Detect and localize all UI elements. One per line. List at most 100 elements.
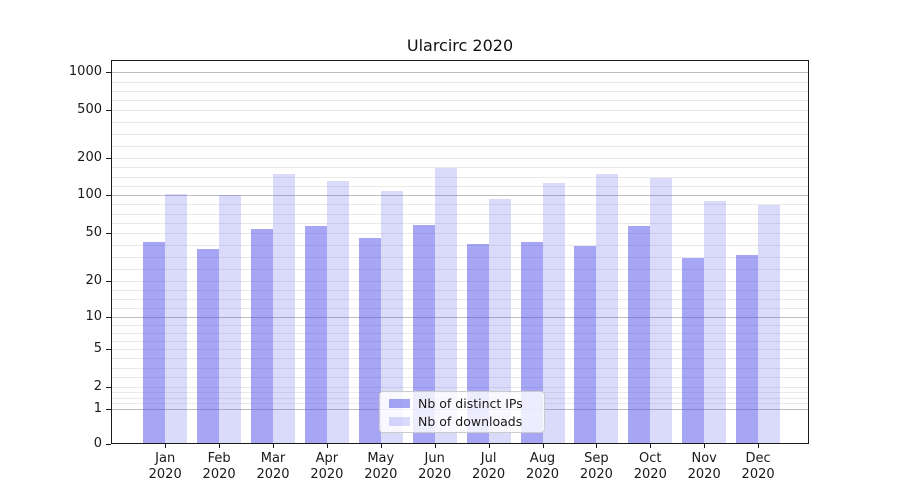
bar-distinct-ips-apr (304, 225, 327, 444)
x-tick-label-oct: Oct 2020 (622, 451, 678, 483)
minor-gridline (111, 358, 809, 360)
x-tick-mark (219, 443, 221, 448)
y-tick-label-1: 1 (93, 401, 102, 416)
gridline-200 (111, 158, 809, 160)
x-tick-month: Mar (260, 451, 286, 466)
minor-gridline (111, 91, 809, 92)
y-tick-label-10: 10 (85, 309, 102, 325)
minor-gridline (111, 367, 809, 369)
y-tick-label-0: 0 (93, 435, 102, 451)
bar-downloads-feb (219, 195, 242, 444)
bar-distinct-ips-sep (574, 245, 597, 444)
y-tick-mark (106, 72, 111, 74)
x-tick-mark (326, 443, 328, 448)
x-tick-month: Jun (424, 451, 445, 466)
y-tick-label-2: 2 (93, 378, 102, 394)
x-tick-label-nov: Nov 2020 (676, 451, 732, 483)
x-tick-mark (488, 443, 490, 448)
x-tick-month: Aug (529, 451, 556, 466)
legend-entry-distinct-ips: Nb of distinct IPs (389, 396, 544, 411)
x-tick-mark (165, 443, 167, 448)
x-tick-label-aug: Aug 2020 (515, 451, 571, 483)
bar-downloads-sep (596, 173, 619, 444)
minor-gridline (111, 134, 809, 135)
x-tick-year: 2020 (202, 467, 236, 482)
bar-distinct-ips-jan (143, 241, 166, 444)
y-tick-label-500: 500 (77, 101, 102, 117)
minor-gridline (111, 223, 809, 225)
x-tick-mark (650, 443, 652, 448)
x-tick-label-mar: Mar 2020 (245, 451, 301, 483)
bar-downloads-mar (273, 173, 295, 444)
x-tick-year: 2020 (148, 467, 182, 482)
x-tick-label-sep: Sep 2020 (568, 451, 624, 483)
y-tick-label-50: 50 (85, 224, 102, 240)
x-tick-year: 2020 (741, 467, 775, 482)
legend-label-downloads: Nb of downloads (418, 413, 523, 429)
y-tick-mark (106, 195, 111, 196)
x-tick-label-jul: Jul 2020 (461, 451, 517, 483)
legend-entry-downloads: Nb of downloads (389, 414, 544, 429)
x-tick-mark (380, 443, 382, 448)
gridline-1000 (111, 72, 809, 74)
y-tick-label-20: 20 (85, 273, 102, 288)
x-tick-year: 2020 (633, 467, 667, 482)
x-tick-month: Oct (639, 451, 662, 466)
gridline-10 (111, 317, 809, 319)
x-tick-mark (758, 443, 760, 448)
x-tick-month: Sep (584, 451, 609, 466)
y-tick-label-1000: 1000 (68, 64, 102, 80)
minor-gridline (111, 290, 809, 292)
minor-gridline (111, 244, 809, 246)
legend-swatch-distinct-ips (389, 398, 410, 408)
bar-downloads-aug (542, 183, 565, 444)
minor-gridline (111, 256, 809, 258)
bar-downloads-jul (488, 198, 511, 444)
minor-gridline (111, 299, 809, 301)
bar-downloads-jan (165, 193, 188, 444)
x-tick-mark (434, 443, 436, 448)
y-tick-label-5: 5 (93, 341, 102, 356)
x-tick-mark (596, 443, 598, 448)
gridline-50 (111, 232, 809, 234)
gridline-100 (111, 195, 809, 196)
y-tick-mark (106, 281, 111, 282)
x-tick-mark (273, 443, 274, 448)
x-tick-month: May (367, 451, 395, 466)
x-tick-mark (542, 443, 544, 448)
x-tick-mark (704, 443, 706, 448)
x-tick-label-jan: Jan 2020 (137, 451, 193, 483)
y-tick-mark (106, 409, 111, 410)
x-tick-label-may: May 2020 (353, 451, 409, 483)
y-tick-mark (106, 232, 111, 234)
minor-gridline (111, 185, 809, 187)
x-tick-year: 2020 (687, 467, 721, 482)
x-tick-year: 2020 (418, 467, 452, 482)
x-tick-month: Jul (480, 451, 497, 466)
minor-gridline (111, 100, 809, 102)
bar-downloads-dec (758, 205, 781, 444)
bar-downloads-nov (704, 200, 727, 444)
y-tick-mark (106, 386, 111, 388)
y-tick-label-100: 100 (77, 187, 102, 202)
gridline-500 (111, 109, 809, 111)
minor-gridline (111, 146, 809, 148)
x-tick-label-apr: Apr 2020 (299, 451, 355, 483)
chart-title: Ularcirc 2020 (406, 36, 514, 55)
y-tick-label-200: 200 (77, 150, 102, 166)
x-tick-label-jun: Jun 2020 (407, 451, 463, 483)
x-tick-month: Dec (745, 451, 771, 466)
minor-gridline (111, 81, 809, 83)
x-tick-year: 2020 (310, 467, 344, 482)
minor-gridline (111, 325, 809, 327)
bar-distinct-ips-mar (251, 228, 273, 444)
minor-gridline (111, 341, 809, 343)
x-tick-year: 2020 (364, 467, 398, 482)
bar-downloads-oct (650, 177, 673, 444)
bar-distinct-ips-jun (412, 224, 435, 444)
bar-downloads-apr (326, 180, 349, 444)
bar-distinct-ips-oct (628, 225, 651, 444)
x-tick-year: 2020 (472, 467, 506, 482)
x-tick-month: Feb (207, 451, 231, 466)
